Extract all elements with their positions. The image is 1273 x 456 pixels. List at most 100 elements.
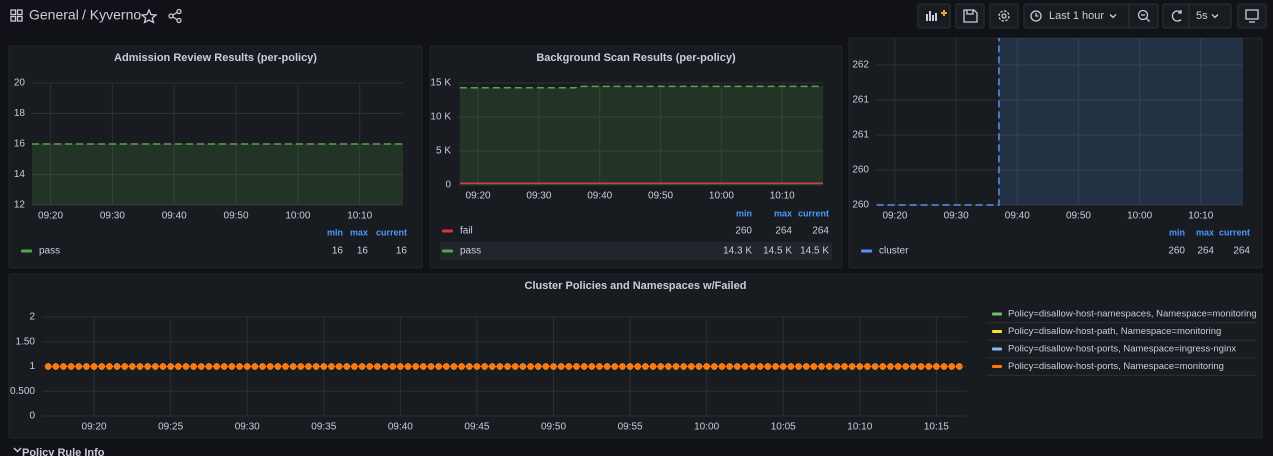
refresh-caret: [1211, 14, 1219, 19]
point: [144, 363, 151, 370]
point: [159, 363, 167, 370]
legend-value: 264: [775, 226, 792, 237]
refresh-interval[interactable]: 5s: [1196, 10, 1208, 22]
x-tick-label: 10:00: [1127, 211, 1152, 222]
legend-swatch: [992, 330, 1002, 333]
point: [649, 363, 657, 370]
point: [864, 363, 871, 370]
legend-value: 264: [1233, 246, 1250, 257]
y-tick-label: 2: [29, 312, 35, 323]
point: [52, 363, 59, 370]
breadcrumb-dashboard[interactable]: / Kyverno: [82, 7, 141, 23]
point: [60, 363, 67, 370]
legend-label: Policy=disallow-host-ports, Namespace=mo…: [1008, 361, 1224, 372]
time-range[interactable]: Last 1 hour: [1049, 10, 1104, 22]
point: [75, 363, 82, 370]
point: [374, 363, 381, 370]
y-tick-label: 0.500: [10, 386, 35, 397]
point: [152, 363, 159, 370]
point: [749, 363, 756, 370]
point: [136, 363, 144, 370]
x-tick-label: 10:10: [347, 211, 372, 222]
x-tick-label: 10:00: [694, 422, 719, 433]
point: [435, 363, 442, 370]
share-button[interactable]: [168, 8, 182, 24]
panel-background: [848, 37, 1263, 269]
refresh-icon[interactable]: [1171, 10, 1182, 22]
point: [902, 363, 909, 370]
point: [588, 363, 595, 370]
area: [876, 38, 1243, 205]
point: [764, 363, 772, 370]
point: [956, 363, 963, 370]
point: [297, 363, 305, 370]
kiosk-button[interactable]: [1237, 3, 1267, 29]
x-tick-label: 10:00: [709, 191, 734, 202]
point: [711, 363, 718, 370]
point: [90, 363, 98, 370]
point: [810, 363, 818, 370]
legend-swatch: [992, 365, 1002, 368]
x-tick-label: 09:20: [466, 191, 491, 202]
area: [459, 86, 823, 185]
point: [550, 363, 557, 370]
legend-row-highlight: [440, 242, 832, 260]
time-picker[interactable]: [1023, 3, 1159, 29]
panel-background: [8, 273, 1263, 439]
y-tick-label: 18: [14, 108, 26, 119]
point: [489, 363, 496, 370]
legend-header: min: [327, 227, 343, 237]
point: [289, 363, 297, 370]
settings-button[interactable]: [989, 3, 1019, 29]
point: [412, 363, 419, 370]
x-tick-label: 10:15: [924, 422, 949, 433]
point: [443, 363, 450, 370]
point: [312, 363, 320, 370]
point: [389, 363, 396, 370]
refresh-picker[interactable]: [1162, 3, 1232, 29]
point: [182, 363, 190, 370]
clock-icon: [1030, 10, 1042, 22]
grid-icon[interactable]: [10, 9, 23, 22]
point: [833, 363, 841, 370]
star-button[interactable]: [140, 8, 158, 24]
point: [603, 363, 611, 370]
y-tick-label: 260: [852, 200, 869, 211]
point: [83, 363, 90, 370]
legend-header: current: [376, 227, 407, 237]
point: [458, 363, 465, 370]
add-panel-plus: [941, 10, 947, 16]
point: [573, 363, 580, 370]
breadcrumb-folder[interactable]: General: [29, 7, 79, 23]
point: [634, 363, 641, 370]
point: [619, 363, 626, 370]
point: [917, 363, 925, 370]
point: [894, 363, 902, 370]
point: [397, 363, 404, 370]
point: [948, 363, 955, 370]
point: [557, 363, 565, 370]
point: [221, 363, 228, 370]
y-tick-label: 15 K: [430, 78, 451, 89]
x-tick-label: 09:50: [224, 211, 249, 222]
plot: [44, 363, 963, 370]
x-tick-label: 09:35: [311, 422, 336, 433]
point: [450, 363, 458, 370]
point: [274, 363, 282, 370]
row-title[interactable]: Policy Rule Info: [22, 447, 105, 456]
point: [534, 363, 542, 370]
point: [44, 363, 52, 370]
point: [527, 363, 534, 370]
point: [680, 363, 687, 370]
row-collapse-icon[interactable]: [13, 447, 22, 453]
point: [328, 363, 335, 370]
zoom-out-icon[interactable]: [1137, 9, 1149, 21]
save-button[interactable]: [955, 3, 985, 29]
x-tick-label: 09:20: [38, 211, 63, 222]
point: [305, 363, 312, 370]
legend-value: 16: [357, 246, 369, 257]
x-tick-label: 10:00: [285, 211, 310, 222]
point: [129, 363, 136, 370]
x-tick-label: 10:05: [771, 422, 796, 433]
